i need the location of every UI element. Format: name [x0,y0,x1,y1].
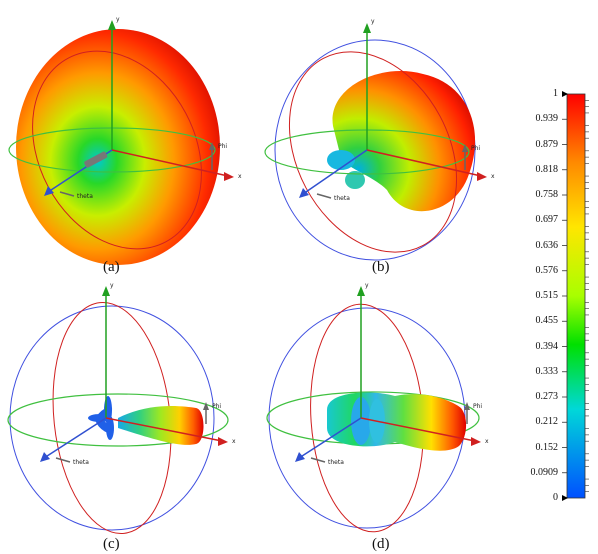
colorbar-tick-label: 1 [553,88,558,99]
x-axis-arrow [471,437,481,446]
colorbar-tick-label: 0.333 [535,365,559,377]
feed-element [84,151,108,168]
y-axis-label: y [371,18,375,25]
y-axis-arrow [363,23,371,33]
phi-label: Phi [218,143,228,150]
theta-label: theta [73,459,89,466]
x-axis [111,149,229,177]
theta-marker [55,457,71,463]
ring-blue [274,39,476,261]
z-axis [302,149,368,195]
lobe-side [345,171,365,189]
colorbar-tick-label: 0.636 [535,239,559,251]
colorbar-tick-label: 0.758 [535,189,559,200]
theta-label: theta [334,195,350,202]
z-axis-arrow [40,452,50,462]
ring-green [7,393,229,447]
colorbar-tick-label: 0.939 [535,113,559,125]
colorbar-tick-label: 0.0909 [530,466,559,478]
panel-a: y x Phi theta (a) [0,0,290,275]
phi-marker-arrow [203,402,209,410]
y-axis-label: y [116,16,120,23]
y-axis-arrow [357,286,365,296]
x-axis-arrow [218,437,228,446]
colorbar-tick-label: 0.818 [535,163,559,175]
phi-label: Phi [471,145,481,152]
colorbar-graphic [562,91,589,501]
z-axis-arrow [295,452,305,462]
theta-label: theta [328,459,344,466]
lobe-main [327,392,467,451]
x-axis-arrow [477,172,487,181]
colorbar-gradient [566,93,586,499]
y-axis-arrow [108,20,116,30]
theta-marker [316,193,332,199]
x-axis-label: x [232,438,236,445]
colorbar-tick-label: 0.697 [535,214,559,226]
colorbar-tick-label: 0.212 [535,416,559,428]
colorbar-tick-label: 0.515 [535,290,559,301]
ring-red [288,51,458,253]
z-axis-arrow [299,188,309,198]
colorbar-tick-label: 0 [553,492,558,503]
colorbar: 1 0.939 0.879 0.818 0.758 0.697 0.636 0.576 0.51… [520,82,598,512]
radiation-pattern-d [266,286,481,533]
colorbar-tick-label: 0.576 [535,264,559,276]
x-axis [366,149,482,177]
phi-marker-arrow [209,142,215,150]
radiation-pattern-a [8,20,234,265]
y-axis-label: y [110,282,114,289]
phi-marker-arrow [464,402,470,410]
lobe-main [16,29,220,265]
z-axis-arrow [44,186,54,196]
ring-blue [9,305,215,531]
x-axis-label: x [491,173,495,180]
lobe-back [88,396,114,440]
colorbar-tick-label: 0.273 [535,391,559,402]
panel-b: y x Phi theta (b) [255,0,545,275]
colorbar-ticks [562,91,589,501]
colorbar-tick-label: 0.152 [535,441,559,453]
caption-a: (a) [103,259,120,275]
x-axis [360,417,476,442]
caption-c: (c) [103,536,120,552]
phi-label: Phi [212,403,222,410]
x-axis-label: x [238,173,242,180]
colorbar-tick-label: 0.455 [535,315,559,327]
phi-marker-arrow [462,144,468,152]
radiation-pattern-b [264,23,487,261]
lobe-back [327,150,355,170]
z-axis [43,417,107,459]
colorbar-arrowhead [562,91,568,97]
z-axis [298,417,362,459]
theta-marker [59,191,75,197]
y-axis-arrow [102,286,110,296]
theta-label: theta [77,193,93,200]
theta-marker [310,457,326,463]
radiation-pattern-c [7,286,229,535]
lobe-main [332,71,476,212]
x-axis-arrow [224,172,234,181]
panel-d: y x Phi theta (d) [255,278,545,553]
colorbar-arrowhead [562,495,568,501]
y-axis-label: y [365,282,369,289]
colorbar-tick-label: 0.879 [535,138,559,150]
phi-label: Phi [473,403,483,410]
colorbar-tick-label: 0.394 [535,340,559,352]
x-axis-label: x [485,438,489,445]
panel-c: y x Phi theta (c) [0,278,290,553]
lobe-main [118,406,204,445]
caption-d: (d) [372,536,390,552]
caption-b: (b) [372,259,390,275]
lobe-ripple-1 [351,397,371,445]
x-axis [105,417,223,442]
